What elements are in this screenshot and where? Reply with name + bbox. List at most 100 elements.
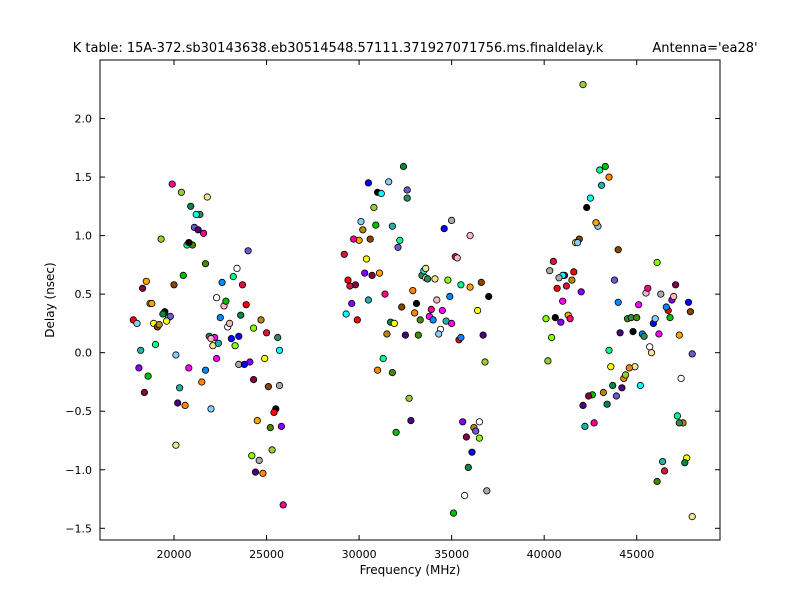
data-point [275, 346, 284, 354]
data-point [216, 313, 224, 322]
chart-subtitle: Antenna='ea28' [652, 41, 757, 56]
data-point [194, 226, 202, 234]
data-point [213, 294, 221, 302]
data-point [586, 194, 595, 202]
x-axis-ticks: 20000 25000 30000 35000 40000 45000 [157, 60, 654, 561]
data-point [553, 284, 561, 292]
data-point [438, 306, 446, 315]
x-tick-label: 25000 [249, 548, 284, 561]
data-point [163, 317, 171, 325]
data-point [673, 412, 682, 420]
data-point [579, 81, 587, 89]
data-point [135, 364, 143, 372]
data-point [599, 388, 608, 397]
data-point [151, 340, 160, 349]
data-point [457, 281, 465, 289]
data-point [607, 363, 615, 371]
data-point [233, 264, 241, 272]
data-point [429, 316, 437, 324]
data-point [435, 330, 443, 338]
data-point [229, 272, 237, 281]
data-point [440, 225, 448, 233]
data-point [390, 319, 398, 327]
data-point [579, 401, 587, 409]
data-point [653, 258, 661, 267]
data-point [681, 459, 689, 467]
data-point [629, 327, 637, 336]
y-axis-label: Delay (nsec) [43, 262, 57, 337]
data-point [394, 243, 402, 251]
data-point [597, 181, 606, 189]
data-point [364, 296, 372, 304]
data-point [240, 360, 248, 368]
data-point [584, 392, 593, 400]
data-point [388, 368, 396, 377]
data-point [201, 366, 210, 374]
data-point [657, 290, 665, 298]
data-point [612, 392, 621, 400]
data-point [207, 334, 215, 343]
data-point [266, 423, 274, 432]
data-point [618, 384, 626, 392]
data-point [671, 281, 680, 289]
data-point [348, 299, 356, 308]
data-point [577, 288, 585, 296]
data-point [238, 281, 247, 289]
data-point [542, 315, 550, 323]
data-point [472, 427, 480, 435]
data-point [651, 315, 659, 323]
y-tick-label: −1.0 [65, 464, 92, 477]
data-point [259, 469, 267, 477]
data-point [274, 333, 282, 342]
data-point [662, 303, 670, 311]
data-point [614, 298, 622, 306]
data-point [385, 178, 393, 186]
data-point [264, 382, 272, 391]
data-point [688, 350, 696, 358]
data-point [475, 434, 483, 442]
data-point [633, 313, 641, 322]
y-tick-label: −0.5 [65, 405, 92, 418]
data-point [368, 271, 376, 279]
data-point [616, 329, 624, 337]
data-point [464, 463, 472, 471]
data-point [462, 433, 470, 441]
data-point [399, 162, 408, 171]
data-point [214, 339, 222, 347]
data-point [546, 267, 554, 275]
data-point [431, 275, 439, 283]
plot-area [99, 59, 721, 541]
data-point [447, 216, 456, 224]
data-point [155, 320, 163, 329]
data-point [373, 366, 382, 374]
data-point [453, 254, 461, 262]
x-tick-label: 35000 [434, 548, 469, 561]
data-point [605, 173, 613, 181]
data-point [201, 260, 210, 268]
y-tick-label: −1.5 [65, 522, 92, 535]
data-point [187, 202, 195, 210]
data-point [570, 268, 578, 276]
data-point [144, 372, 152, 380]
data-point [192, 210, 200, 219]
data-point [227, 334, 235, 343]
data-point [185, 239, 193, 247]
data-point [634, 301, 643, 309]
data-point [590, 419, 598, 427]
data-point [250, 324, 258, 332]
data-point [457, 333, 465, 342]
data-point [133, 319, 141, 327]
data-point [381, 290, 389, 298]
data-point [603, 400, 611, 408]
data-point [401, 331, 409, 339]
data-point [383, 330, 391, 338]
data-point [675, 331, 683, 339]
data-point [174, 399, 182, 407]
data-point [596, 166, 604, 174]
data-point [459, 418, 467, 426]
data-point [148, 299, 156, 308]
data-point [388, 222, 396, 230]
data-point [357, 218, 365, 226]
y-axis-ticks: −1.5 −1.0 −0.5 0.0 0.5 1.0 1.5 2.0 [65, 113, 720, 535]
data-point [412, 299, 421, 308]
